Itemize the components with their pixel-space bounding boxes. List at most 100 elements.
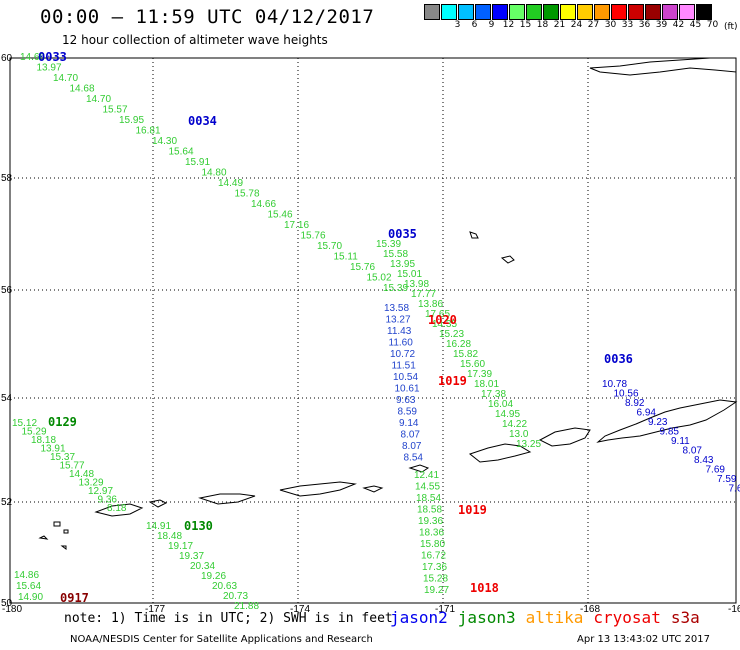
swh-value: 15.11 <box>334 252 359 263</box>
legend-label: 30 <box>604 20 617 30</box>
swh-value: 9.23 <box>648 417 668 428</box>
legend-label: 18 <box>536 20 549 30</box>
legend-swatch <box>577 4 593 20</box>
swh-value: 8.54 <box>404 453 424 464</box>
swh-value: 15.64 <box>169 147 194 158</box>
lon-label: -171 <box>435 604 455 615</box>
swh-value: 15.02 <box>367 273 392 284</box>
legend-swatch <box>645 4 661 20</box>
map-subtitle: 12 hour collection of altimeter wave hei… <box>62 33 328 47</box>
legend-swatch <box>475 4 491 20</box>
lon-label: -177 <box>145 604 165 615</box>
swh-value: 19.26 <box>201 571 226 582</box>
swh-value: 16.04 <box>488 399 513 410</box>
swh-value: 8.18 <box>107 503 127 514</box>
swh-value: 14.70 <box>86 94 111 105</box>
legend-label: 6 <box>471 20 478 30</box>
swh-value: 20.73 <box>223 591 248 602</box>
swh-value: 16.72 <box>421 551 446 562</box>
swh-value: 11.43 <box>387 326 412 337</box>
satellite-s3a: s3a <box>670 608 700 627</box>
swh-value: 15.76 <box>301 231 326 242</box>
swh-value: 19.27 <box>424 585 449 596</box>
lat-label: 52 <box>1 497 13 508</box>
swh-value: 15.57 <box>103 105 128 116</box>
swh-value: 13.86 <box>418 299 443 310</box>
legend-swatch <box>560 4 576 20</box>
fox-islands <box>468 443 532 463</box>
swh-value: 14.95 <box>495 409 520 420</box>
pass-label-1020: 1020 <box>428 313 457 327</box>
swh-value: 14.35 <box>432 319 457 330</box>
swh-value: 10.61 <box>395 384 420 395</box>
swh-value: 18.01 <box>474 379 499 390</box>
pass-label-1018: 1018 <box>470 581 499 595</box>
swh-value: 13.58 <box>384 303 409 314</box>
swh-value: 9.85 <box>660 427 680 438</box>
swh-value: 13.91 <box>41 444 66 455</box>
swh-value: 15.82 <box>453 349 478 360</box>
swh-value: 14.91 <box>146 521 171 532</box>
islands-andreanof <box>279 481 357 497</box>
swh-value: 17.77 <box>411 289 436 300</box>
pass-label-0035: 0035 <box>388 227 417 241</box>
swh-value: 10.54 <box>393 372 418 383</box>
swh-value: 17.16 <box>284 220 309 231</box>
swh-value: 15.64 <box>16 581 41 592</box>
legend-unit: (ft) <box>724 22 738 32</box>
swh-value: 18.18 <box>31 435 56 446</box>
legend-label: 24 <box>570 20 583 30</box>
swh-value: 9.14 <box>399 418 419 429</box>
legend-label: 3 <box>454 20 461 30</box>
lon-label: -16 <box>728 604 740 615</box>
satellite-jason3: jason3 <box>457 608 516 627</box>
swh-value: 11.51 <box>392 361 417 372</box>
pass-label-0130: 0130 <box>184 519 213 533</box>
swh-value: 15.70 <box>317 241 342 252</box>
islets-1 <box>362 485 384 493</box>
swh-value: 19.17 <box>168 541 193 552</box>
land-masses <box>38 57 738 550</box>
swh-value: 10.78 <box>602 379 627 390</box>
swh-value: 17.36 <box>422 562 447 573</box>
swh-value: 15.60 <box>460 359 485 370</box>
legend-swatch <box>696 4 712 20</box>
swh-value: 14.49 <box>218 178 243 189</box>
swh-value: 8.43 <box>694 455 714 466</box>
legend-swatch <box>594 4 610 20</box>
legend-label: 39 <box>655 20 668 30</box>
legend-swatch <box>526 4 542 20</box>
swh-value: 20.63 <box>212 581 237 592</box>
lat-label: 54 <box>1 393 13 404</box>
swh-value: 11.60 <box>389 338 414 349</box>
swh-value: 13.95 <box>390 259 415 270</box>
legend-label: 15 <box>519 20 532 30</box>
footer-agency: NOAA/NESDIS Center for Satellite Applica… <box>70 634 373 645</box>
swh-value: 14.86 <box>14 570 39 581</box>
legend-swatch <box>611 4 627 20</box>
swh-value: 15.23 <box>439 329 464 340</box>
swh-value: 8.07 <box>402 441 422 452</box>
pass-label-1019b: 1019 <box>458 503 487 517</box>
legend-swatch <box>441 4 457 20</box>
pribilof-island <box>469 231 479 239</box>
swh-value: 14.30 <box>152 136 177 147</box>
graticule <box>10 58 736 603</box>
legend-label: 9 <box>488 20 495 30</box>
legend-label: 12 <box>502 20 515 30</box>
swh-value: 13.27 <box>386 315 411 326</box>
swh-value: 7.69 <box>706 465 726 476</box>
legend-swatch <box>543 4 559 20</box>
swh-value: 15.91 <box>185 157 210 168</box>
swh-value: 10.72 <box>390 349 415 360</box>
swh-value: 15.37 <box>50 452 75 463</box>
swh-value: 9.63 <box>396 395 416 406</box>
swh-value: 14.66 <box>20 52 45 63</box>
swh-value: 15.78 <box>235 189 260 200</box>
legend-swatch <box>628 4 644 20</box>
swh-value: 15.77 <box>60 461 85 472</box>
swh-value: 13.97 <box>37 63 62 74</box>
footer-timestamp: Apr 13 13:43:02 UTC 2017 <box>577 634 710 645</box>
lat-label: 56 <box>1 285 13 296</box>
